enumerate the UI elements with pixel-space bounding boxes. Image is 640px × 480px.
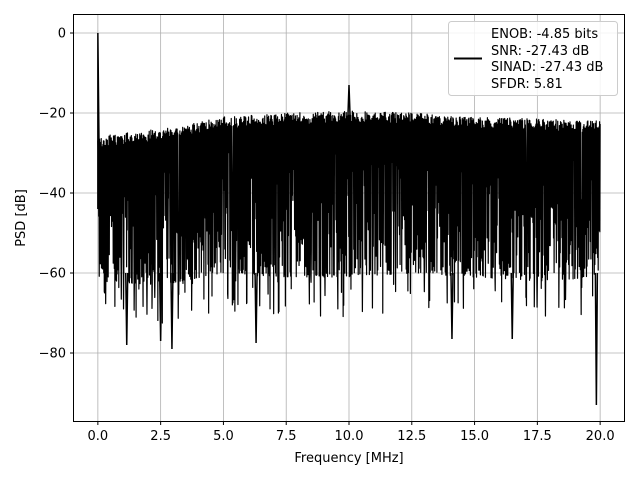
x-axis-label: Frequency [MHz]	[294, 451, 403, 466]
legend: ENOB: -4.85 bits SNR: -27.43 dB SINAD: -…	[448, 21, 618, 96]
y-axis-label: PSD [dB]	[14, 189, 29, 247]
deep-dip	[594, 272, 599, 406]
legend-box	[448, 21, 618, 96]
spur-peak	[346, 84, 352, 122]
y-tick-label: −40	[39, 187, 66, 202]
x-tick-label: 2.5	[150, 429, 171, 444]
dc-peak	[97, 32, 100, 209]
x-tick-label: 10.0	[335, 429, 364, 444]
y-tick-label: −20	[39, 107, 66, 122]
y-tick-label: −80	[39, 347, 66, 362]
psd-trace	[97, 110, 601, 324]
deep-dip	[124, 272, 129, 346]
deep-dip	[158, 272, 163, 342]
deep-dip	[254, 272, 258, 344]
deep-dip	[450, 272, 454, 340]
x-tick-label: 7.5	[276, 429, 297, 444]
deep-dip	[510, 272, 514, 340]
legend-sfdr: SFDR: 5.81	[491, 77, 563, 92]
legend-enob: ENOB: -4.85 bits	[491, 27, 598, 42]
legend-sinad: SINAD: -27.43 dB	[491, 60, 603, 75]
axes-frame	[73, 14, 625, 422]
x-tick-label: 17.5	[523, 429, 552, 444]
x-tick-label: 12.5	[397, 429, 426, 444]
y-tick-label: 0	[58, 27, 66, 42]
legend-snr: SNR: -27.43 dB	[491, 44, 589, 59]
y-tick-label: −60	[39, 267, 66, 282]
deep-dip	[170, 272, 174, 350]
axis-ticks: 0.0 2.5 5.0 7.5 10.0 12.5 15.0 17.5 20.0 0 −20 −40 −…	[39, 27, 615, 445]
x-tick-label: 0.0	[88, 429, 109, 444]
x-tick-label: 20.0	[586, 429, 615, 444]
x-tick-label: 5.0	[213, 429, 234, 444]
x-tick-label: 15.0	[460, 429, 489, 444]
plot-area	[97, 32, 601, 406]
